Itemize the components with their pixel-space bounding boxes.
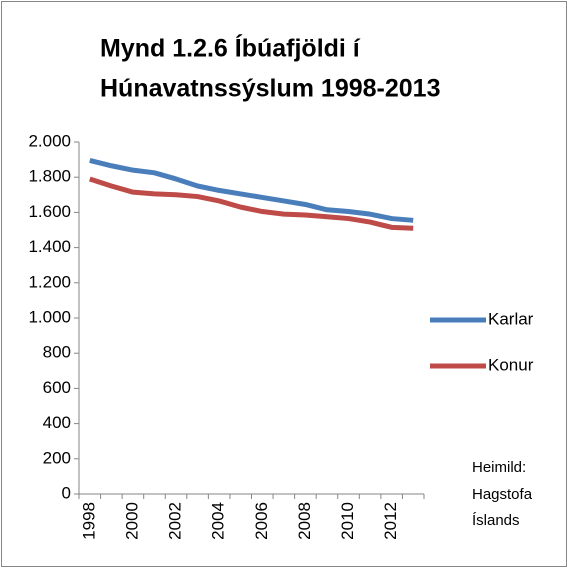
line-series xyxy=(89,158,414,223)
y-tick-label: 600 xyxy=(43,378,71,397)
y-tick-label: 0 xyxy=(62,483,71,502)
y-tick-label: 1.200 xyxy=(28,272,71,291)
y-tick-label: 1.000 xyxy=(28,307,71,326)
source-note: Íslands xyxy=(472,512,520,529)
x-tick-label: 2010 xyxy=(338,502,357,540)
source-note: Heimild: xyxy=(472,459,526,476)
y-tick-label: 800 xyxy=(43,343,71,362)
chart-title: Húnavatnssýslum 1998-2013 xyxy=(100,75,440,103)
x-tick-label: 2000 xyxy=(122,502,141,540)
x-tick-label: 1998 xyxy=(79,502,98,540)
line-series xyxy=(89,176,414,231)
chart-title: Mynd 1.2.6 Íbúafjöldi í xyxy=(100,34,361,63)
y-tick-label: 200 xyxy=(43,448,71,467)
y-tick-label: 1.600 xyxy=(28,202,71,221)
y-tick-label: 1.400 xyxy=(28,237,71,256)
source-note: Hagstofa xyxy=(472,486,533,503)
x-tick-label: 2006 xyxy=(252,502,271,540)
x-tick-label: 2008 xyxy=(295,502,314,540)
legend-label: Karlar xyxy=(488,309,534,328)
x-tick-label: 2004 xyxy=(209,502,228,540)
y-tick-label: 400 xyxy=(43,413,71,432)
x-tick-label: 2002 xyxy=(166,502,185,540)
y-tick-label: 2.000 xyxy=(28,131,71,150)
legend-label: Konur xyxy=(488,355,534,374)
x-tick-label: 2012 xyxy=(381,502,400,540)
y-tick-label: 1.800 xyxy=(28,167,71,186)
